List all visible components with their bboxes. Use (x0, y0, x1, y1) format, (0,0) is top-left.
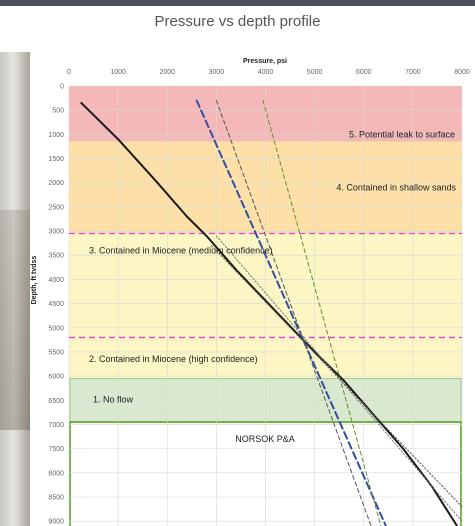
x-tick-label: 2000 (159, 69, 175, 76)
series-line-3 (215, 100, 372, 526)
x-tick-label: 1000 (110, 69, 126, 76)
y-axis-title: Depth, ft tvdss (31, 256, 38, 305)
y-tick-label: 3000 (48, 229, 64, 236)
y-tick-label: 7000 (48, 422, 64, 429)
y-tick-label: 8000 (48, 470, 64, 477)
y-tick-label: 8500 (48, 494, 64, 501)
zone-label-3: 3. Contained in Miocene (medium confiden… (89, 245, 273, 255)
x-tick-label: 5000 (307, 69, 323, 76)
x-tick-label: 6000 (356, 69, 372, 76)
y-tick-label: 5000 (48, 325, 64, 332)
series-line-5 (215, 235, 463, 522)
background-photo-shade (0, 210, 30, 430)
y-tick-label: 4500 (48, 301, 64, 308)
series-line-1 (80, 101, 459, 526)
y-tick-label: 1000 (48, 132, 64, 139)
y-tick-label: 500 (52, 108, 64, 115)
y-tick-label: 6500 (48, 398, 64, 405)
x-tick-label: 0 (67, 69, 71, 76)
series-line-4 (262, 100, 382, 526)
series-line-2 (195, 99, 387, 526)
zone-label-5: 1. No flow (93, 394, 134, 404)
y-tick-label: 3500 (48, 253, 64, 260)
x-tick-label: 7000 (405, 69, 421, 76)
y-tick-label: 2500 (48, 204, 64, 211)
series-line-6 (211, 245, 463, 508)
zone-label-6: NORSOK P&A (235, 434, 295, 444)
x-tick-label: 8000 (454, 69, 470, 76)
y-tick-label: 7500 (48, 446, 64, 453)
y-tick-label: 1500 (48, 156, 64, 163)
x-tick-label: 4000 (258, 69, 274, 76)
y-tick-label: 0 (60, 84, 64, 91)
y-tick-label: 9000 (48, 519, 64, 526)
y-tick-label: 6000 (48, 374, 64, 381)
chart-title: Pressure vs depth profile (154, 13, 321, 30)
background-photo (0, 52, 30, 526)
zone-label-1: 5. Potential leak to surface (349, 129, 455, 139)
y-tick-label: 2000 (48, 180, 64, 187)
y-tick-label: 4000 (48, 277, 64, 284)
top-bar (0, 0, 475, 6)
y-tick-label: 5500 (48, 349, 64, 356)
x-axis-title: Pressure, psi (243, 58, 287, 65)
zone-label-2: 4. Contained in shallow sands (336, 183, 456, 193)
x-tick-label: 3000 (209, 69, 225, 76)
zone-label-4: 2. Contained in Miocene (high confidence… (89, 354, 258, 364)
